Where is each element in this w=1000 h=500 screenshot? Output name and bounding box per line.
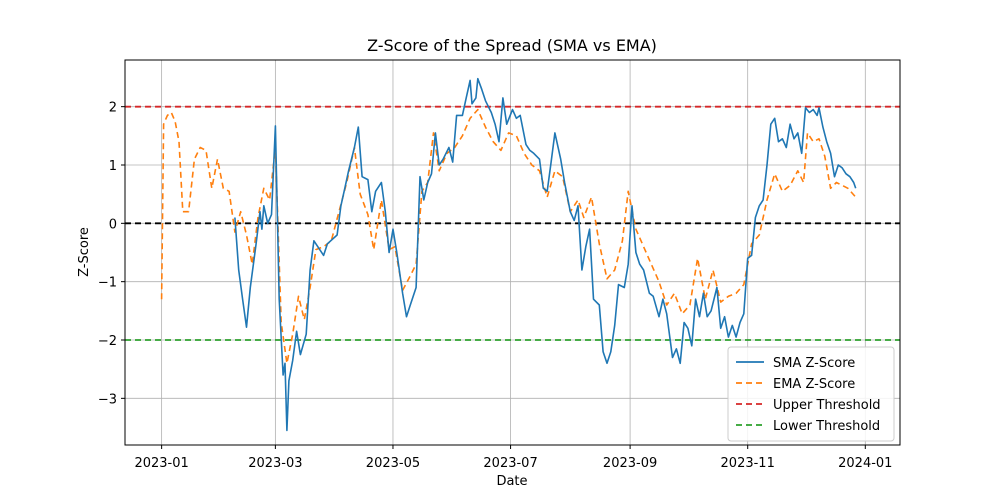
y-axis-label: Z-Score (77, 227, 92, 277)
sma-z-score-line (234, 77, 857, 432)
ema-z-score-line (160, 108, 857, 365)
plot-frame (124, 59, 901, 446)
y-tick-label: 1 (109, 159, 117, 174)
y-tick-label: −2 (98, 334, 117, 349)
x-tick-label: 2023-01 (134, 456, 188, 471)
y-tick-label: 2 (109, 101, 117, 116)
x-tick-label: 2023-05 (366, 456, 420, 471)
legend-label-lower-threshold: Lower Threshold (773, 419, 880, 434)
legend: SMA Z-Score EMA Z-Score Upper Threshold Low… (727, 346, 895, 442)
series-lines (160, 77, 857, 432)
chart-title: Z-Score of the Spread (SMA vs EMA) (367, 36, 657, 55)
y-tick-label: 0 (109, 217, 117, 232)
legend-box (727, 346, 895, 442)
y-axis: −3 −2 −1 0 1 2 (98, 101, 125, 407)
x-tick-label: 2023-09 (603, 456, 657, 471)
x-axis-label: Date (496, 474, 527, 489)
legend-label-sma-z-score: SMA Z-Score (773, 356, 855, 371)
x-axis: 2023-01 2023-03 2023-05 2023-07 2023-09 2023-… (134, 445, 892, 471)
x-tick-label: 2023-11 (721, 456, 775, 471)
x-tick-label: 2024-01 (838, 456, 892, 471)
y-tick-label: −3 (98, 392, 117, 407)
threshold-lines (125, 105, 900, 341)
y-tick-label: −1 (98, 276, 117, 291)
legend-label-upper-threshold: Upper Threshold (773, 398, 881, 413)
x-tick-label: 2023-07 (483, 456, 537, 471)
x-tick-label: 2023-03 (248, 456, 302, 471)
legend-label-ema-z-score: EMA Z-Score (773, 377, 855, 392)
